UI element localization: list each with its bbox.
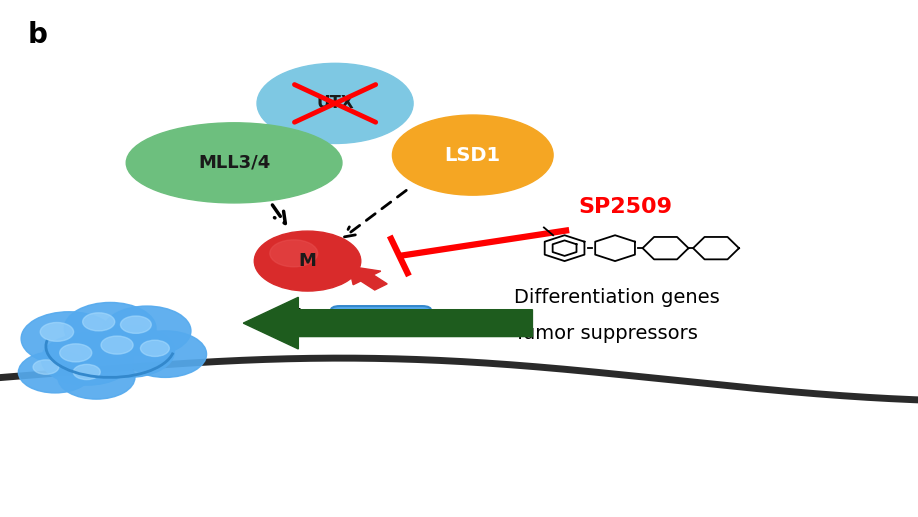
Text: b: b [28,21,48,49]
Text: LSD1: LSD1 [444,146,501,164]
Text: SP2509: SP2509 [578,197,672,217]
Circle shape [41,333,133,385]
Text: UTX: UTX [316,95,354,112]
Text: K: K [285,308,301,328]
Circle shape [83,313,115,331]
Circle shape [270,240,318,267]
Text: MLL3/4: MLL3/4 [198,154,270,172]
Circle shape [40,323,73,341]
Ellipse shape [393,115,553,195]
Circle shape [120,316,151,333]
Circle shape [18,352,92,393]
Text: M: M [298,252,317,270]
Text: Tumor suppressors: Tumor suppressors [514,324,698,343]
Circle shape [103,306,191,356]
FancyArrow shape [349,266,387,290]
FancyBboxPatch shape [330,306,431,334]
Ellipse shape [127,123,341,203]
FancyArrow shape [243,297,532,349]
Circle shape [58,356,135,399]
Circle shape [254,231,361,291]
Circle shape [33,360,59,374]
Ellipse shape [257,63,413,143]
Text: Differentiation genes: Differentiation genes [514,288,720,307]
Circle shape [73,364,100,379]
Text: 4: 4 [317,322,328,337]
Circle shape [64,302,156,354]
Circle shape [83,326,174,377]
Circle shape [101,336,133,354]
Circle shape [140,340,169,357]
Circle shape [124,331,207,377]
Circle shape [21,312,117,366]
Circle shape [60,344,92,362]
